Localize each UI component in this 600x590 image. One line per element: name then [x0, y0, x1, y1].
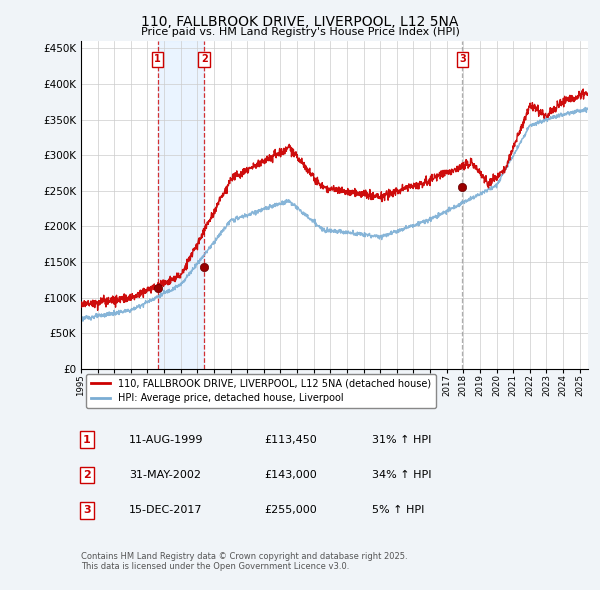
- Legend: 110, FALLBROOK DRIVE, LIVERPOOL, L12 5NA (detached house), HPI: Average price, d: 110, FALLBROOK DRIVE, LIVERPOOL, L12 5NA…: [86, 373, 436, 408]
- Text: £255,000: £255,000: [264, 506, 317, 515]
- Text: £113,450: £113,450: [264, 435, 317, 444]
- Text: 2: 2: [201, 54, 208, 64]
- Text: 11-AUG-1999: 11-AUG-1999: [129, 435, 203, 444]
- Text: £143,000: £143,000: [264, 470, 317, 480]
- Text: 15-DEC-2017: 15-DEC-2017: [129, 506, 203, 515]
- Text: 110, FALLBROOK DRIVE, LIVERPOOL, L12 5NA: 110, FALLBROOK DRIVE, LIVERPOOL, L12 5NA: [142, 15, 458, 29]
- Text: 3: 3: [459, 54, 466, 64]
- Text: 5% ↑ HPI: 5% ↑ HPI: [372, 506, 424, 515]
- Bar: [158, 41, 204, 369]
- Text: Contains HM Land Registry data © Crown copyright and database right 2025.
This d: Contains HM Land Registry data © Crown c…: [81, 552, 407, 571]
- Text: 1: 1: [154, 54, 161, 64]
- Text: 31% ↑ HPI: 31% ↑ HPI: [372, 435, 431, 444]
- Text: 31-MAY-2002: 31-MAY-2002: [129, 470, 201, 480]
- Text: 3: 3: [83, 506, 91, 515]
- Text: 2: 2: [83, 470, 91, 480]
- Text: Price paid vs. HM Land Registry's House Price Index (HPI): Price paid vs. HM Land Registry's House …: [140, 27, 460, 37]
- Text: 34% ↑ HPI: 34% ↑ HPI: [372, 470, 431, 480]
- Text: 1: 1: [83, 435, 91, 444]
